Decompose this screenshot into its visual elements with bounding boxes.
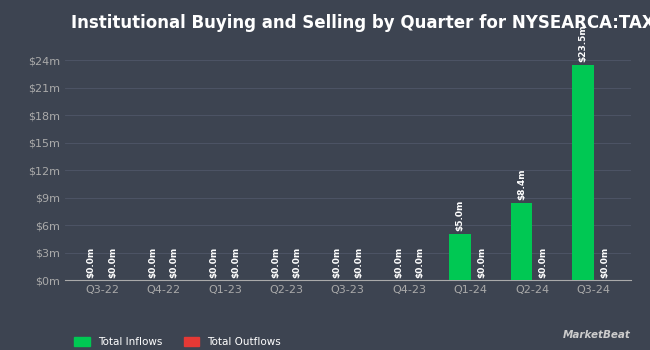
Text: $0.0m: $0.0m (271, 246, 280, 278)
Bar (511, 203, 532, 280)
Text: $23.5m: $23.5m (578, 25, 588, 62)
Legend: Total Inflows, Total Outflows: Total Inflows, Total Outflows (70, 332, 285, 350)
Text: $0.0m: $0.0m (170, 246, 179, 278)
Text: $0.0m: $0.0m (209, 246, 218, 278)
Text: $0.0m: $0.0m (600, 246, 609, 278)
Text: $0.0m: $0.0m (354, 246, 363, 278)
Text: $8.4m: $8.4m (517, 169, 526, 200)
Bar (449, 234, 471, 280)
Text: $0.0m: $0.0m (108, 246, 117, 278)
Text: $0.0m: $0.0m (333, 246, 341, 278)
Text: $0.0m: $0.0m (415, 246, 424, 278)
Text: $0.0m: $0.0m (394, 246, 403, 278)
Text: $0.0m: $0.0m (538, 246, 547, 278)
Text: MarketBeat: MarketBeat (563, 329, 630, 340)
Text: $5.0m: $5.0m (456, 200, 465, 231)
Text: Institutional Buying and Selling by Quarter for NYSEARCA:TAXX: Institutional Buying and Selling by Quar… (71, 14, 650, 32)
Text: $0.0m: $0.0m (148, 246, 157, 278)
Text: $0.0m: $0.0m (477, 246, 486, 278)
Text: $0.0m: $0.0m (86, 246, 96, 278)
Bar (572, 65, 593, 280)
Text: $0.0m: $0.0m (231, 246, 240, 278)
Text: $0.0m: $0.0m (292, 246, 302, 278)
